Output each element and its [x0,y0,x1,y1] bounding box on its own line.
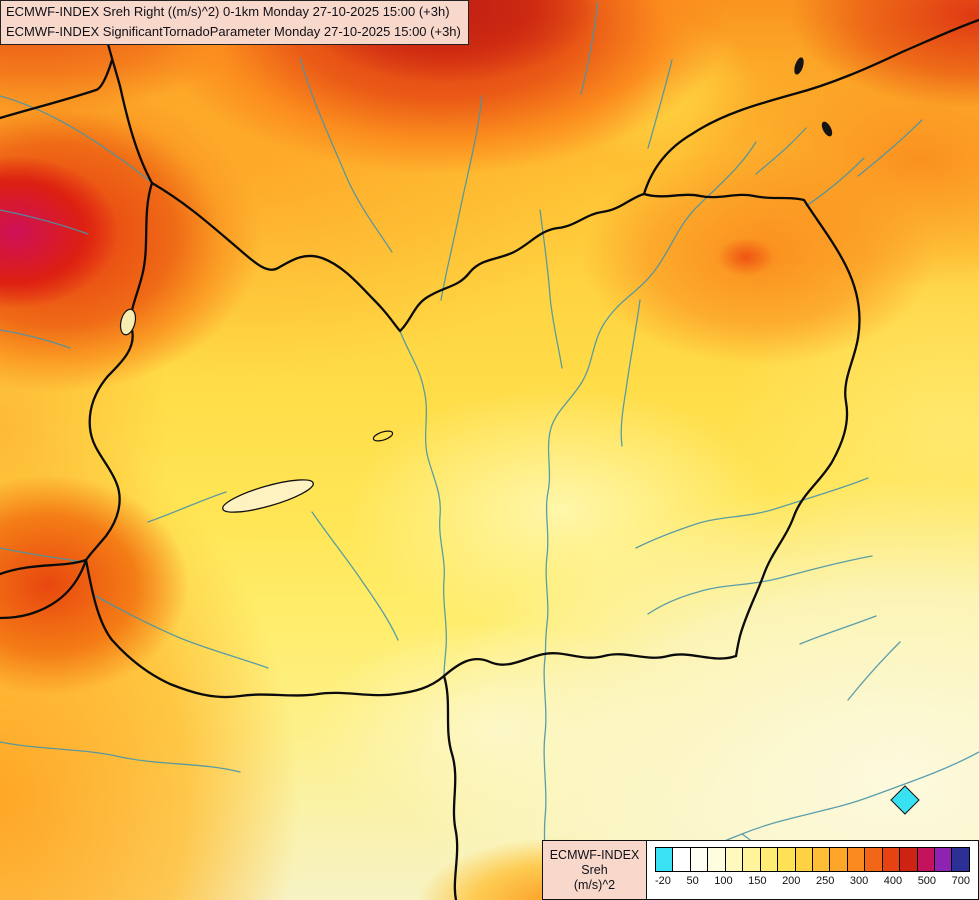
legend-tick-row: -20 50 100 150 200 250 300 400 500 700 [655,875,970,887]
legend-color-cell [794,847,813,872]
legend-scale: -20 50 100 150 200 250 300 400 500 700 [647,841,978,899]
legend-colorbar [655,847,970,872]
river-segment [799,615,877,645]
legend-color-cell [759,847,779,872]
reservoir-shape [794,57,804,75]
river-segment [0,329,71,349]
river-segment [755,127,807,175]
border-segment-northeast-diagonal [642,18,979,196]
legend-color-cell [777,847,796,872]
legend-color-cell [899,847,918,872]
legend-color-cell [916,847,935,872]
legend-label-box: ECMWF-INDEX Sreh (m/s)^2 [543,841,647,899]
legend-color-cell [881,847,901,872]
river-segment [635,477,869,549]
legend-tick-label: 150 [748,875,767,887]
legend-tick-label: 300 [849,875,869,887]
river-segment [0,741,241,773]
border-segment-hungary-south [84,558,738,699]
border-segment-austria-hungary [84,181,154,562]
legend-tick-label: 250 [815,875,835,887]
border-segment-croatia-serbia [442,674,459,900]
river-segment [311,511,399,641]
river-segment [299,57,393,253]
legend-color-cell [951,847,970,872]
river-segment [857,119,923,177]
lake-neusiedl [119,308,137,336]
legend-subtitle: Sreh [581,862,608,877]
river-segment [543,141,757,900]
legend-color-cell [742,847,761,872]
river-segment [620,299,641,447]
river-segment [647,59,673,149]
legend-tick-label: 700 [951,875,970,887]
border-segment-southwest [0,558,88,620]
legend-title: ECMWF-INDEX [549,847,640,862]
border-segment-hungary-slovakia [150,181,646,333]
legend-color-cell [811,847,831,872]
river-segment [0,547,85,563]
river-segment [0,95,153,184]
lakes-layer [119,57,833,513]
legend: ECMWF-INDEX Sreh (m/s)^2 -20 50 100 150 200 2… [542,840,979,900]
legend-tick-label: 50 [686,875,699,887]
legend-tick-label: 500 [917,875,937,887]
legend-tick-label: 100 [714,875,733,887]
border-segment-hungary-east [642,192,861,658]
map-title-line1: ECMWF-INDEX Sreh Right ((m/s)^2) 0-1km M… [6,4,450,19]
lake-balaton [222,479,314,513]
low-sreh-marker [890,785,920,815]
legend-color-cell [689,847,709,872]
legend-color-cell [707,847,726,872]
legend-tick-label: 400 [883,875,903,887]
legend-color-cell [864,847,883,872]
legend-color-cell [655,847,674,872]
river-segment [0,209,89,235]
reservoir-shape [821,121,833,137]
map-title-line2: ECMWF-INDEX SignificantTornadoParameter … [6,24,461,39]
legend-units: (m/s)^2 [573,877,616,892]
lake-velence [372,430,394,442]
river-segment [647,555,873,615]
river-segment [847,641,901,701]
legend-tick-label: 200 [782,875,801,887]
legend-tick-label: -20 [655,875,671,887]
legend-color-cell [829,847,848,872]
border-segment-west [0,558,88,576]
river-segment [539,209,563,369]
legend-color-cell [672,847,691,872]
map-title-box: ECMWF-INDEX Sreh Right ((m/s)^2) 0-1km M… [0,0,469,45]
river-segment [147,491,227,523]
river-segment [580,1,599,95]
river-segment [805,157,865,207]
river-segment [399,330,448,677]
legend-color-cell [724,847,744,872]
river-segment [95,595,269,669]
legend-color-cell [846,847,866,872]
legend-color-cell [934,847,953,872]
river-segment [440,95,483,301]
